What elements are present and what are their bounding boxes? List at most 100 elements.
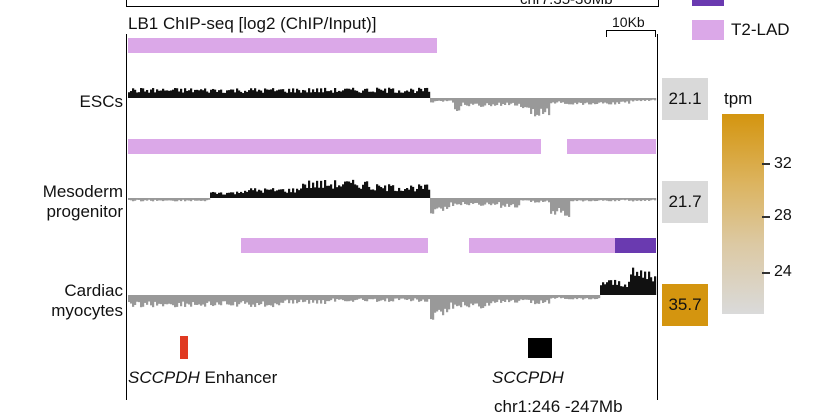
t2-lad-legend-label: T2-LAD [731,20,790,39]
signal-bin [286,192,289,198]
signal-bin [248,190,251,198]
signal-bin [282,189,285,198]
signal-bin [608,98,611,105]
signal-bin [490,98,493,107]
signal-bin [332,92,335,98]
signal-bin [434,198,437,210]
signal-bin [390,185,393,198]
signal-bin [498,98,501,103]
signal-bin [402,295,405,299]
signal-bin [568,198,571,217]
signal-bin [316,88,319,98]
signal-bin [588,295,591,300]
signal-bin [408,189,411,198]
signal-bin [298,90,301,98]
signal-bin [538,198,541,203]
signal-bin [370,189,373,198]
signal-bin [344,295,347,302]
signal-bin [268,189,271,198]
signal-bin [494,295,497,303]
signal-bin [634,98,637,101]
signal-bin [578,98,581,103]
signal-bin [208,295,211,302]
signal-bin [438,295,441,310]
signal-bin [424,184,427,198]
signal-bin [576,295,579,300]
signal-bin [472,295,475,306]
signal-bin [218,295,221,305]
signal-bin [502,98,505,105]
signal-bin [498,198,501,203]
signal-bin [504,295,507,302]
signal-bin [610,280,613,295]
signal-bin [250,88,253,98]
signal-bin [318,187,321,198]
signal-bin [296,295,299,304]
signal-bin [570,295,573,300]
signal-bin [436,198,439,209]
signal-bin [328,91,331,98]
signal-bin [438,198,441,208]
signal-bin [154,92,157,98]
signal-bin [630,198,633,201]
signal-bin [268,89,271,98]
signal-bin [324,180,327,198]
signal-bin [378,88,381,98]
signal-bin [304,90,307,98]
signal-bin [486,198,489,203]
signal-bin [476,98,479,104]
signal-bin [302,89,305,98]
signal-bin [436,295,439,312]
signal-bin [522,295,525,301]
signal-bin [528,295,531,300]
signal-bin [412,295,415,301]
signal-bin [526,295,529,300]
signal-bin [214,192,217,198]
signal-bin [134,198,137,201]
signal-bin [448,98,451,101]
signal-bin [158,295,161,304]
signal-bin [150,198,153,201]
signal-bin [642,277,645,295]
signal-bin [554,98,557,104]
signal-bin [530,295,533,303]
signal-bin [530,98,533,114]
t1-lad-legend-swatch [692,0,724,6]
signal-bin [594,295,597,300]
signal-bin [638,98,641,101]
signal-bin [468,98,471,107]
signal-bin [290,92,293,98]
signal-bin [454,295,457,305]
signal-bin [216,193,219,198]
signal-bin [168,198,171,201]
signal-bin [532,295,535,301]
signal-bin [316,295,319,304]
signal-track-escs [128,87,657,117]
signal-bin [540,98,543,109]
signal-bin [554,198,557,215]
signal-bin [646,98,649,100]
signal-bin [402,92,405,98]
signal-bin [478,295,481,307]
signal-bin [468,295,471,308]
signal-bin [498,295,501,300]
signal-bin [638,276,641,295]
signal-bin [308,88,311,98]
signal-bin [382,295,385,300]
signal-bin [298,295,301,302]
signal-bin [346,181,349,198]
signal-bin [446,198,449,209]
signal-bin [242,193,245,198]
signal-bin [460,98,463,107]
signal-bin [624,98,627,103]
signal-bin [254,188,257,198]
signal-bin [180,295,183,307]
signal-bin [322,295,325,301]
signal-bin [224,92,227,98]
signal-bin [440,295,443,312]
signal-bin [600,198,603,201]
signal-bin [370,91,373,98]
signal-bin [488,198,491,205]
signal-bin [368,91,371,98]
signal-bin [226,192,229,198]
